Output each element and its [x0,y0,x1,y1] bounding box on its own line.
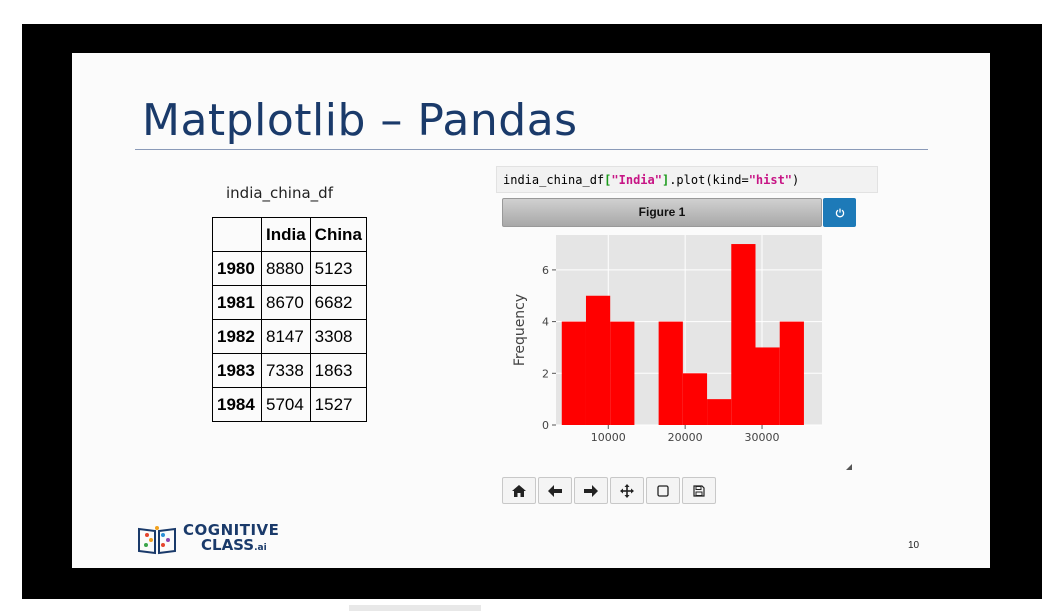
x-tick-label: 30000 [745,431,780,444]
table-row-index: 1982 [212,319,262,354]
code-column-key: "India" [611,173,662,187]
table-row-index: 1980 [212,251,262,286]
x-tick-label: 10000 [591,431,626,444]
table-row-index: 1981 [212,285,262,320]
figure-titlebar[interactable]: Figure 1 [502,198,822,227]
y-tick-label: 2 [542,367,549,380]
home-icon [512,484,526,497]
table-cell-india: 8880 [261,251,311,286]
histogram-bar [610,321,635,425]
home-button[interactable] [502,477,536,504]
save-icon [693,484,705,497]
logo-class-word: CLASS [201,536,255,554]
table-cell-india: 8670 [261,285,311,320]
code-cell[interactable]: india_china_df["India"].plot(kind="hist"… [496,166,878,193]
table-cell-china: 3308 [309,319,367,354]
back-arrow-icon [548,484,562,497]
figure-toolbar [502,477,716,504]
histogram-bar [658,321,683,425]
table-header-india: India [261,217,311,252]
pan-button[interactable] [610,477,644,504]
pan-icon [620,483,634,498]
zoom-rect-icon [657,484,669,497]
logo-text: COGNITIVE CLASS.ai [183,523,279,556]
title-divider [135,149,928,150]
y-axis-label: Frequency [512,294,528,366]
table-cell-india: 8147 [261,319,311,354]
histogram-bar [755,347,780,425]
histogram-bar [707,399,732,425]
y-tick-label: 6 [542,264,549,277]
histogram-bar [682,373,708,425]
code-bracket-close: ] [661,173,670,187]
logo-line-cognitive: COGNITIVE [183,521,280,539]
histogram-bar [779,321,804,425]
resize-handle[interactable] [846,464,852,470]
histogram-bar [561,321,586,425]
table-cell-india: 7338 [261,353,311,388]
y-tick-label: 0 [542,419,549,432]
forward-button[interactable] [574,477,608,504]
zoom-rect-button[interactable] [646,477,680,504]
table-row-index: 1983 [212,353,262,388]
table-cell-china: 5123 [309,251,367,286]
table-cell-china: 1863 [309,353,367,388]
table-cell-china: 6682 [309,285,367,320]
table-row: 1982 8147 3308 [212,319,367,354]
forward-arrow-icon [584,484,598,497]
table-row-index: 1984 [212,387,262,422]
table-row: 1981 8670 6682 [212,285,367,320]
table-cell-india: 5704 [261,387,311,422]
back-button[interactable] [538,477,572,504]
slide: Matplotlib – Pandas india_china_df India… [72,53,990,568]
page-number: 10 [908,540,920,551]
logo-ai-suffix: .ai [254,543,267,553]
dataframe-label: india_china_df [226,184,333,202]
book-logo-icon [138,525,176,554]
table-header-row: India China [212,217,367,252]
y-tick-label: 4 [542,316,549,329]
x-tick-label: 20000 [668,431,703,444]
code-kind-value: "hist" [748,173,793,187]
slide-title: Matplotlib – Pandas [142,95,578,146]
table-header-china: China [309,217,367,252]
code-method: .plot(kind= [669,173,749,187]
save-button[interactable] [682,477,716,504]
power-button[interactable] [823,198,856,227]
code-df-name: india_china_df [503,173,605,187]
power-icon [835,208,844,217]
code-bracket-open: [ [604,173,612,187]
table-header-index [212,217,262,252]
table-cell-china: 1527 [309,387,367,422]
histogram-bar [585,295,611,425]
histogram-chart[interactable]: 0 2 4 6 10000 20000 30000 Frequency [502,229,847,474]
table-row: 1980 8880 5123 [212,251,367,286]
histogram-bar [731,244,756,425]
table-row: 1983 7338 1863 [212,353,367,388]
logo-line-class: CLASS.ai [183,538,279,556]
bottom-tab-strip [349,605,481,611]
table-row: 1984 5704 1527 [212,387,367,422]
dataframe-table: India China 1980 8880 5123 1981 8670 668… [212,217,367,422]
cognitive-class-logo: COGNITIVE CLASS.ai [137,523,279,556]
code-close-paren: ) [792,173,800,187]
